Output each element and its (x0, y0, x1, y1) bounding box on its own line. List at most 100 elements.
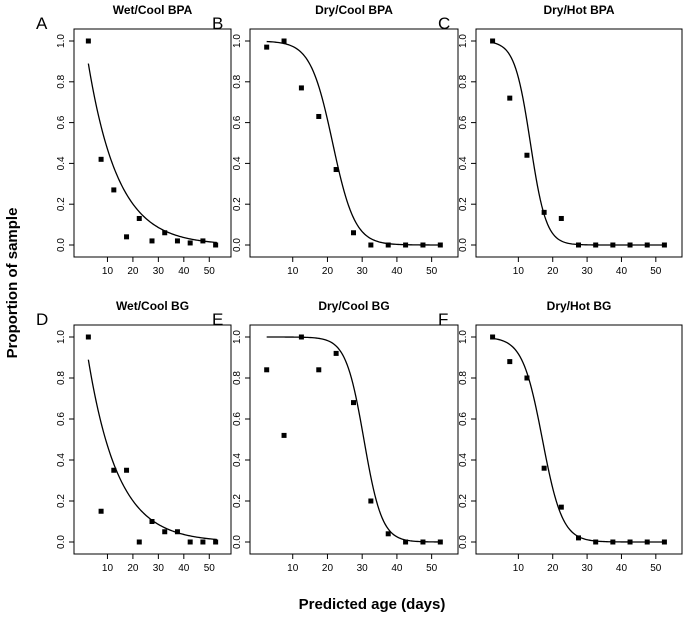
panel-b: Dry/Cool BPA B 0.0 0.2 0.4 0.6 0.8 1.0 10 20 30 40 5… (212, 3, 459, 277)
x-tick-label: 50 (426, 563, 438, 574)
y-tick-label: 0.4 (458, 156, 469, 170)
panel-d: Wet/Cool BG D 0.0 0.2 0.4 0.6 0.8 1.0 10 20 30 40 50 (36, 299, 232, 574)
x-tick-label: 20 (322, 266, 334, 277)
data-point (351, 400, 356, 406)
y-tick-label: 0.6 (56, 115, 67, 129)
data-point (174, 529, 180, 535)
panel-c: Dry/Hot BPA C 0.0 0.2 0.4 0.6 0.8 1.0 10 20 30 40 50 (438, 3, 683, 277)
panel-letter: D (36, 310, 48, 329)
x-tick-label: 40 (616, 266, 628, 277)
panel-letter: E (212, 310, 223, 329)
y-tick-label: 0.2 (56, 197, 67, 211)
y-tick-label: 0.6 (232, 115, 243, 129)
y-tick-label: 0.8 (458, 371, 469, 385)
data-point (524, 375, 530, 381)
data-point (136, 215, 142, 221)
data-point (149, 519, 155, 524)
x-tick-label: 30 (357, 266, 369, 277)
y-tick-label: 0.6 (458, 115, 469, 129)
y-tick-label: 0.0 (458, 535, 469, 549)
data-point (420, 539, 426, 545)
data-point (420, 242, 426, 248)
panel-title: Dry/Hot BG (547, 299, 612, 313)
data-point (316, 367, 322, 373)
panel-letter: C (438, 14, 450, 33)
y-tick-label: 0.8 (458, 74, 469, 88)
y-tick-label: 1.0 (458, 330, 469, 344)
data-point (610, 242, 616, 248)
x-tick-label: 40 (616, 563, 628, 574)
fitted-curve (266, 336, 443, 543)
x-tick-label: 20 (547, 563, 559, 574)
y-tick-label: 0.2 (458, 494, 469, 508)
panel-f: Dry/Hot BG F 0.0 0.2 0.4 0.6 0.8 1.0 10 20 30 40 50 (438, 299, 683, 574)
plot-frame (475, 324, 683, 555)
x-tick-label: 50 (650, 266, 662, 277)
y-tick-label: 1.0 (458, 34, 469, 48)
data-point (610, 539, 616, 545)
data-point (644, 539, 650, 545)
y-tick-label: 0.0 (458, 238, 469, 252)
data-point (644, 242, 650, 248)
y-tick-label: 1.0 (232, 330, 243, 344)
x-tick-label: 40 (391, 563, 403, 574)
data-point (316, 113, 322, 119)
panel-letter: A (36, 14, 48, 33)
y-tick-label: 0.4 (56, 156, 67, 170)
x-tick-label: 20 (547, 266, 559, 277)
data-point (385, 531, 391, 537)
data-point (403, 539, 409, 545)
data-point (593, 539, 599, 545)
x-tick-label: 20 (127, 266, 139, 277)
panel-title: Dry/Hot BPA (543, 3, 614, 17)
y-tick-label: 0.8 (56, 74, 67, 88)
data-point (403, 242, 409, 248)
data-point (490, 38, 496, 44)
y-tick-label: 0.8 (232, 74, 243, 88)
x-tick-label: 30 (153, 563, 165, 574)
data-point (124, 234, 130, 240)
y-tick-label: 1.0 (56, 330, 67, 344)
data-point (264, 367, 270, 373)
x-tick-label: 50 (426, 266, 438, 277)
data-point (149, 238, 155, 244)
data-point (98, 508, 104, 514)
data-point (298, 334, 304, 340)
data-point (281, 38, 287, 44)
x-tick-label: 50 (204, 563, 216, 574)
y-tick-label: 0.8 (56, 371, 67, 385)
x-axis-label: Predicted age (days) (299, 596, 446, 613)
data-point (507, 95, 513, 101)
data-point (213, 539, 219, 545)
y-tick-label: 0.4 (232, 453, 243, 467)
plot-frame (73, 324, 232, 555)
fitted-curve (492, 337, 667, 543)
plot-frame (475, 28, 683, 258)
data-point (558, 215, 564, 221)
data-point (627, 539, 633, 545)
y-tick-label: 0.0 (56, 238, 67, 252)
x-tick-label: 20 (322, 563, 334, 574)
data-point (576, 535, 581, 541)
plot-frame (249, 28, 459, 258)
y-tick-label: 0.2 (232, 494, 243, 508)
panel-title: Wet/Cool BPA (113, 3, 193, 17)
data-point (200, 238, 206, 244)
data-point (368, 498, 374, 504)
data-point (213, 242, 219, 248)
data-point (661, 242, 667, 248)
data-point (385, 242, 391, 248)
y-tick-label: 0.2 (232, 197, 243, 211)
y-tick-label: 0.4 (232, 156, 243, 170)
x-tick-label: 30 (357, 563, 369, 574)
data-point (490, 334, 496, 340)
panel-title: Dry/Cool BG (318, 299, 389, 313)
y-tick-label: 0.4 (458, 453, 469, 467)
y-tick-label: 0.0 (232, 535, 243, 549)
plot-frame (249, 324, 459, 555)
data-point (162, 529, 168, 535)
x-tick-label: 10 (513, 563, 525, 574)
data-point (661, 539, 667, 545)
data-point (200, 539, 206, 545)
